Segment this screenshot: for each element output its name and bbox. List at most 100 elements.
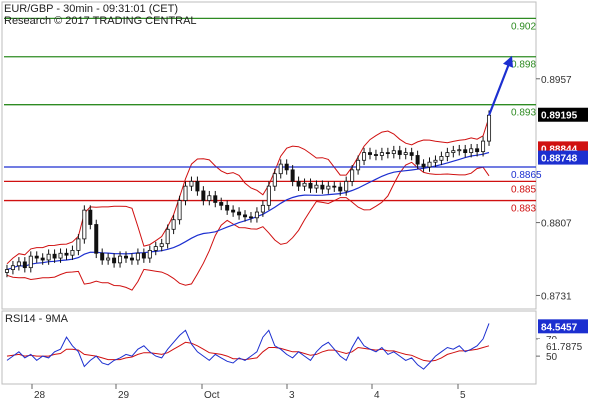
level-label-1: 0.898 bbox=[511, 60, 536, 71]
candle-body-1 bbox=[10, 265, 15, 270]
time-label-4: 4 bbox=[374, 390, 380, 400]
candle-body-78 bbox=[469, 148, 474, 154]
time-label-5: 5 bbox=[460, 390, 466, 400]
candle-body-26 bbox=[159, 243, 164, 247]
candle-body-79 bbox=[475, 148, 480, 153]
price-tick-label-0: 0.8957 bbox=[541, 75, 572, 86]
candle-body-47 bbox=[284, 163, 289, 171]
candle-body-46 bbox=[278, 163, 283, 175]
candle-body-68 bbox=[409, 152, 414, 156]
candle-body-42 bbox=[254, 211, 259, 219]
candle-body-2 bbox=[16, 261, 21, 267]
price-tag-label-1: 0.88844 bbox=[541, 144, 578, 155]
moving-average-line bbox=[6, 151, 490, 271]
candle-body-75 bbox=[451, 150, 456, 154]
arrow-head bbox=[503, 55, 513, 68]
rsi-tick-label-1: 50 bbox=[546, 352, 558, 363]
level-label-0: 0.902 bbox=[511, 21, 536, 32]
candle-body-12 bbox=[76, 238, 81, 251]
price-tag-label-2: 0.88748 bbox=[541, 154, 578, 165]
rsi-value-box bbox=[538, 319, 588, 334]
candle-body-64 bbox=[385, 152, 390, 155]
candle-body-20 bbox=[124, 255, 129, 259]
candle-body-23 bbox=[141, 252, 146, 259]
price-tick-label-1: 0.8807 bbox=[541, 219, 572, 230]
candle-body-25 bbox=[153, 246, 158, 251]
candle-body-38 bbox=[231, 209, 236, 213]
candle-body-24 bbox=[147, 249, 152, 259]
candle-body-73 bbox=[439, 156, 444, 161]
candle-body-35 bbox=[213, 195, 218, 203]
candlesticks bbox=[4, 110, 492, 278]
price-tag-box-2 bbox=[538, 150, 588, 165]
candle-body-10 bbox=[64, 252, 69, 256]
candle-body-45 bbox=[272, 173, 277, 187]
candle-body-76 bbox=[457, 149, 462, 152]
candle-body-54 bbox=[326, 185, 331, 190]
candle-body-56 bbox=[338, 186, 343, 192]
chart-title: EUR/GBP - 30min - 09:31:01 (CET) bbox=[4, 3, 178, 15]
candle-body-22 bbox=[135, 252, 140, 261]
price-tick-label-2: 0.8731 bbox=[541, 291, 572, 302]
level-label-5: 0.883 bbox=[511, 204, 536, 215]
candle-body-11 bbox=[70, 249, 75, 256]
candle-body-4 bbox=[28, 255, 33, 269]
candle-body-3 bbox=[22, 261, 27, 269]
rsi-ma-value-label: 61.7875 bbox=[546, 342, 583, 353]
candle-body-77 bbox=[463, 149, 468, 154]
rsi-value-label: 84.5457 bbox=[541, 322, 578, 333]
candle-body-60 bbox=[362, 152, 367, 161]
rsi-label: RSI14 - 9MA bbox=[5, 313, 69, 325]
candle-body-81 bbox=[487, 114, 492, 142]
candle-body-43 bbox=[260, 204, 265, 213]
lower-band bbox=[6, 161, 490, 291]
candle-body-44 bbox=[266, 185, 271, 206]
candle-body-9 bbox=[58, 252, 63, 259]
candle-body-72 bbox=[433, 159, 438, 163]
candle-body-67 bbox=[403, 152, 408, 155]
rsi-line bbox=[6, 323, 490, 370]
candle-body-62 bbox=[373, 154, 378, 156]
candle-body-48 bbox=[290, 169, 295, 182]
candle-body-14 bbox=[88, 209, 93, 225]
rsi-ma-line bbox=[6, 341, 490, 362]
time-axis: 28 29 Oct 3 4 5 bbox=[31, 384, 466, 400]
candle-body-52 bbox=[314, 184, 319, 189]
candle-body-0 bbox=[4, 269, 9, 273]
candle-body-39 bbox=[237, 211, 242, 216]
candle-body-19 bbox=[118, 255, 123, 264]
candle-body-57 bbox=[344, 180, 349, 192]
candle-body-16 bbox=[100, 252, 105, 261]
candle-body-27 bbox=[165, 228, 170, 245]
candle-body-8 bbox=[52, 253, 57, 259]
candle-body-53 bbox=[320, 184, 325, 190]
candle-body-71 bbox=[427, 161, 432, 168]
candle-body-55 bbox=[332, 185, 337, 188]
candle-body-33 bbox=[201, 190, 206, 201]
candle-body-69 bbox=[415, 155, 420, 165]
candle-body-59 bbox=[356, 159, 361, 171]
candle-body-37 bbox=[225, 204, 230, 211]
rsi-ma-value-box bbox=[538, 338, 588, 353]
price-tag-label-0: 0.89195 bbox=[541, 111, 578, 122]
candle-body-17 bbox=[106, 257, 111, 261]
candle-body-21 bbox=[129, 257, 134, 261]
candle-body-63 bbox=[379, 152, 384, 156]
candle-body-7 bbox=[46, 253, 51, 261]
level-label-3: 0.8865 bbox=[511, 170, 542, 181]
price-tag-box-0 bbox=[538, 107, 588, 122]
candle-body-80 bbox=[481, 140, 486, 153]
candle-body-40 bbox=[243, 214, 248, 218]
target-arrow bbox=[487, 55, 513, 116]
time-label-3: 3 bbox=[289, 390, 295, 400]
arrow-shaft bbox=[487, 63, 511, 116]
candle-body-31 bbox=[189, 180, 194, 187]
candle-body-61 bbox=[367, 152, 372, 155]
candle-body-13 bbox=[82, 209, 87, 240]
candle-body-32 bbox=[195, 180, 200, 192]
candle-body-15 bbox=[94, 224, 99, 254]
time-label-1: 29 bbox=[118, 390, 130, 400]
